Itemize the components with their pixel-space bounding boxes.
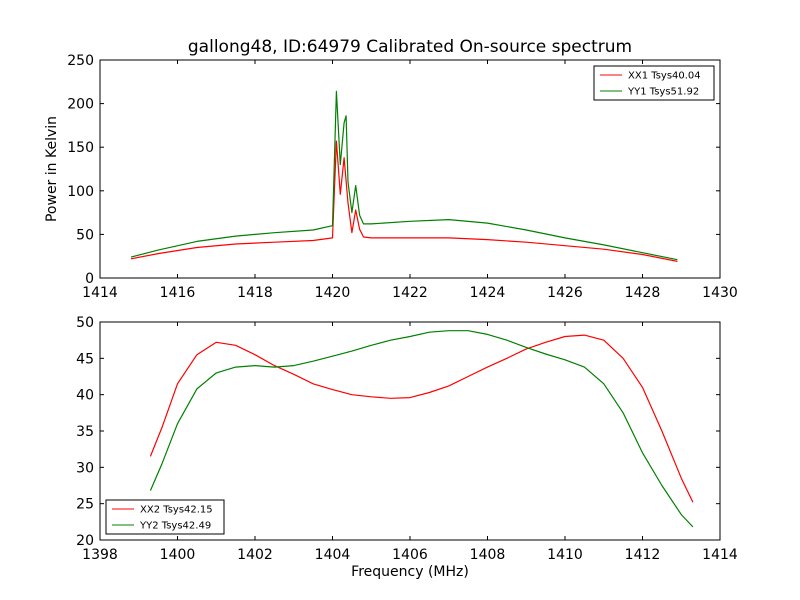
top-y-tick-label: 100 bbox=[67, 184, 94, 200]
bottom-y-tick-label: 50 bbox=[76, 315, 94, 331]
top-x-tick-label: 1416 bbox=[160, 285, 196, 301]
top-x-tick-label: 1426 bbox=[547, 285, 583, 301]
bottom-legend: XX2 Tsys42.15 YY2 Tsys42.49 bbox=[105, 499, 225, 535]
top-legend: XX1 Tsys40.04 YY1 Tsys51.92 bbox=[593, 65, 715, 101]
top-x-tick-label: 1430 bbox=[702, 285, 738, 301]
bottom-y-tick-label: 35 bbox=[76, 424, 94, 440]
bottom-x-tick-label: 1406 bbox=[392, 547, 428, 563]
bottom-y-tick-label: 45 bbox=[76, 351, 94, 367]
bottom-x-tick-label: 1404 bbox=[315, 547, 351, 563]
top-y-tick-label: 200 bbox=[67, 97, 94, 113]
top-y-tick-label: 50 bbox=[76, 227, 94, 243]
top-legend-box bbox=[593, 65, 715, 101]
top-x-tick-label: 1414 bbox=[82, 285, 118, 301]
bottom-y-tick-label: 25 bbox=[76, 497, 94, 513]
bottom-x-tick-label: 1408 bbox=[470, 547, 506, 563]
top-y-tick-label: 150 bbox=[67, 140, 94, 156]
bottom-y-tick-label: 30 bbox=[76, 460, 94, 476]
top-x-tick-label: 1424 bbox=[470, 285, 506, 301]
bottom-x-tick-label: 1412 bbox=[625, 547, 661, 563]
bottom-series-group bbox=[149, 330, 694, 528]
top-y-tick-label: 250 bbox=[67, 53, 94, 69]
bottom-axes-frame bbox=[99, 321, 721, 541]
top-series-line-1 bbox=[130, 140, 678, 262]
bottom-subplot: 1398 1400 1402 1404 1406 1408 1410 1412 1414 20 25… bbox=[76, 315, 738, 580]
bottom-x-axis-label: Frequency (MHz) bbox=[351, 564, 469, 580]
bottom-x-tick-label: 1402 bbox=[237, 547, 273, 563]
top-series-line-2 bbox=[130, 90, 678, 261]
top-y-tick-label: 0 bbox=[85, 271, 94, 287]
bottom-x-tick-label: 1410 bbox=[547, 547, 583, 563]
top-ticks-group: 1414 1416 1418 1420 1422 1424 1426 1428 1430 0 50 1… bbox=[67, 53, 738, 301]
top-x-tick-label: 1420 bbox=[315, 285, 351, 301]
bottom-y-tick-label: 20 bbox=[76, 533, 94, 549]
figure-title: gallong48, ID:64979 Calibrated On-source… bbox=[188, 37, 632, 57]
top-x-tick-label: 1418 bbox=[237, 285, 273, 301]
top-axes-frame bbox=[99, 59, 721, 279]
bottom-x-tick-label: 1414 bbox=[702, 547, 738, 563]
bottom-x-tick-label: 1400 bbox=[160, 547, 196, 563]
top-subplot: 1414 1416 1418 1420 1422 1424 1426 1428 1430 0 50 1… bbox=[44, 53, 738, 301]
legend-label-yy2: YY2 Tsys42.49 bbox=[139, 521, 211, 532]
top-x-tick-label: 1422 bbox=[392, 285, 428, 301]
legend-label-xx1: XX1 Tsys40.04 bbox=[628, 71, 701, 82]
legend-label-yy1: YY1 Tsys51.92 bbox=[627, 87, 699, 98]
bottom-x-tick-label: 1398 bbox=[82, 547, 118, 563]
bottom-y-tick-label: 40 bbox=[76, 388, 94, 404]
legend-label-xx2: XX2 Tsys42.15 bbox=[140, 505, 213, 516]
top-x-tick-label: 1428 bbox=[625, 285, 661, 301]
bottom-series-line-1 bbox=[149, 334, 694, 503]
bottom-ticks-group: 1398 1400 1402 1404 1406 1408 1410 1412 1414 20 25… bbox=[76, 315, 738, 563]
bottom-legend-box bbox=[105, 499, 225, 535]
top-series-group bbox=[130, 90, 678, 262]
bottom-series-line-2 bbox=[149, 330, 694, 528]
top-y-axis-label: Power in Kelvin bbox=[44, 116, 60, 222]
